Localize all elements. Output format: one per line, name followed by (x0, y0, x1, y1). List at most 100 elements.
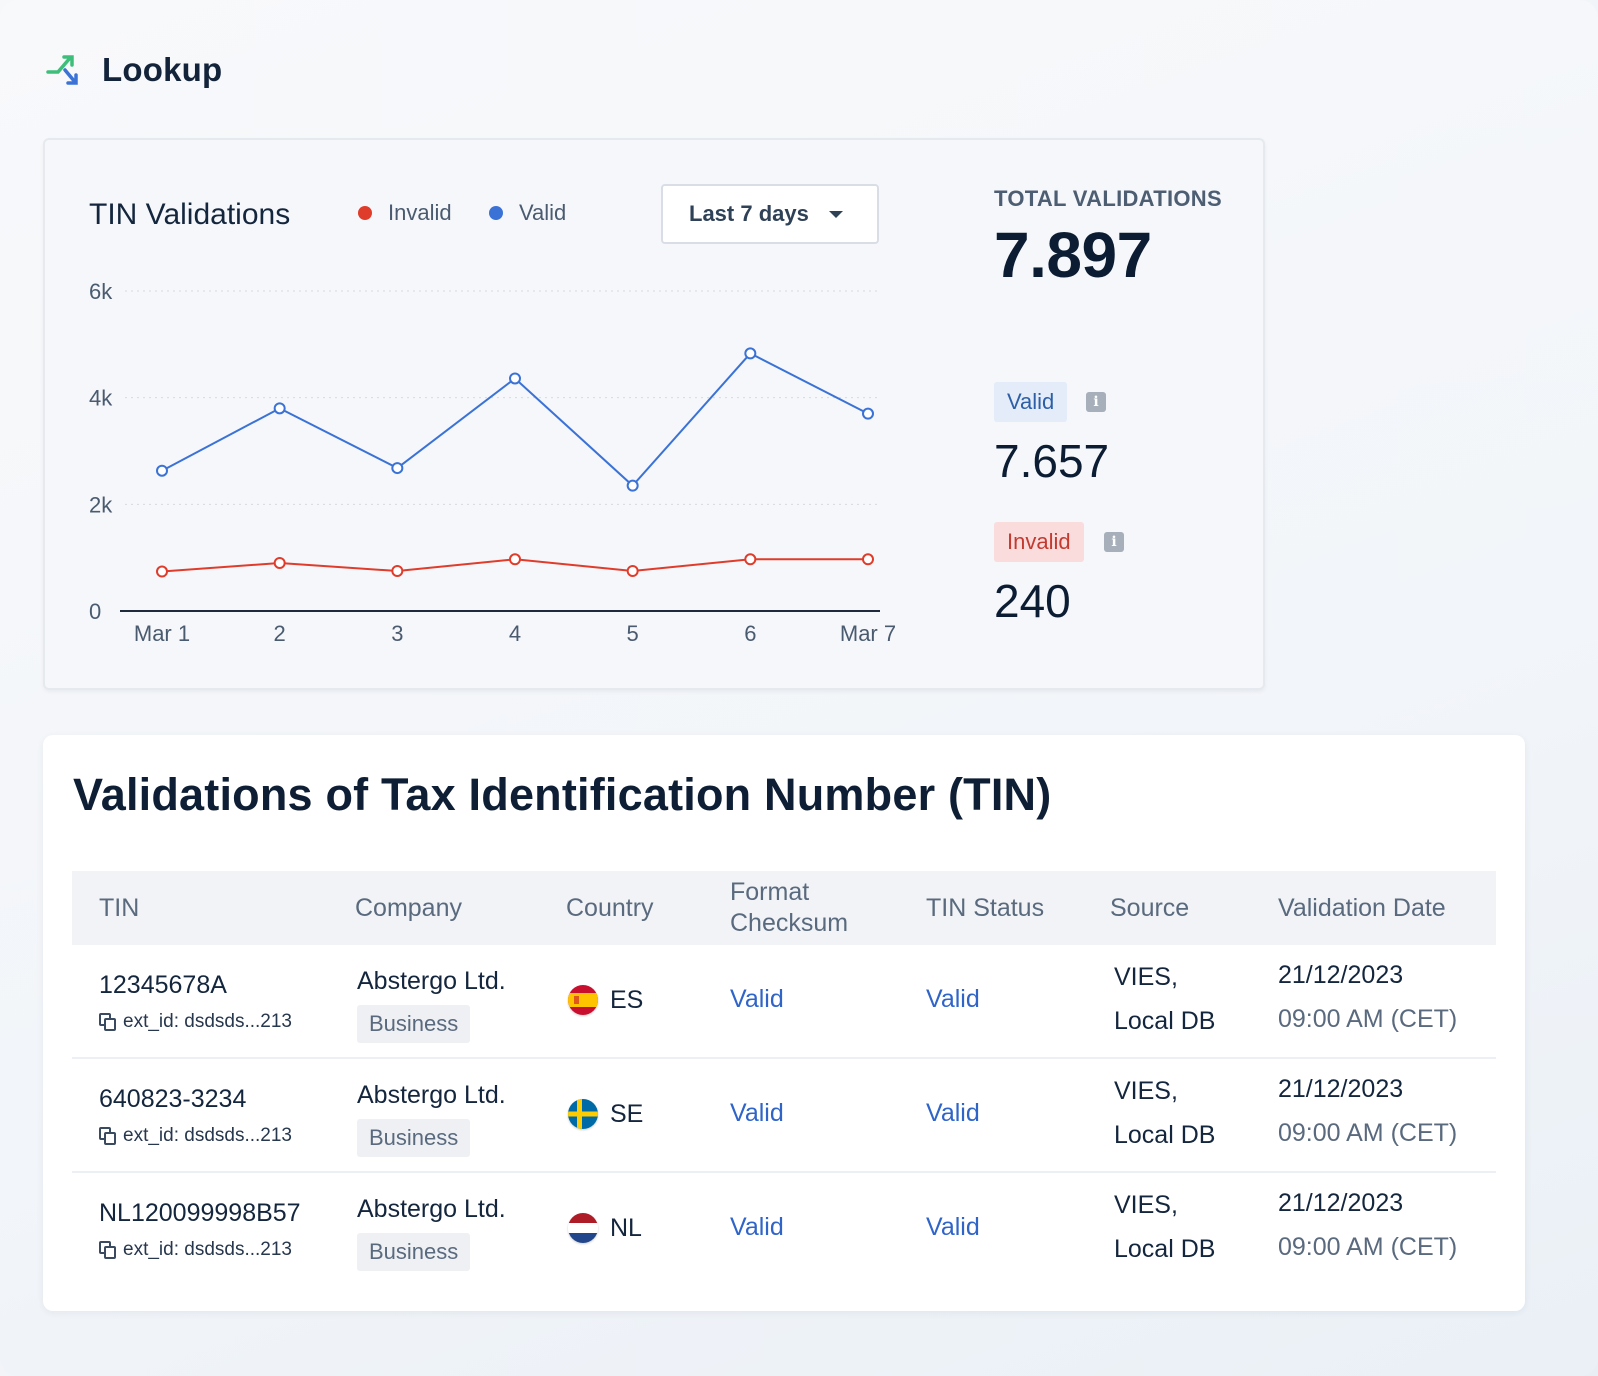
copy-icon[interactable] (99, 1013, 117, 1031)
format-checksum-value: Valid (730, 1213, 784, 1241)
legend-item-invalid[interactable]: Invalid (358, 200, 452, 226)
chart-title: TIN Validations (89, 198, 291, 231)
table-title: Validations of Tax Identification Number… (73, 769, 1052, 820)
country-cell: NL (568, 1213, 642, 1243)
x-tick-label: Mar 1 (134, 621, 190, 646)
data-point-invalid (744, 553, 757, 566)
column-header-source[interactable]: Source (1110, 893, 1190, 922)
tin-value: 640823-3234 (99, 1085, 247, 1113)
column-header-tin[interactable]: TIN (99, 893, 140, 922)
tin-status-value: Valid (926, 1099, 980, 1127)
info-icon[interactable]: i (1086, 392, 1106, 412)
data-point-valid (156, 464, 168, 477)
legend-item-valid[interactable]: Valid (489, 200, 566, 226)
y-tick-label: 6k (89, 279, 113, 304)
legend-label-invalid: Invalid (388, 200, 452, 225)
ext-id-text: ext_id: dsdsds...213 (123, 1011, 292, 1032)
valid-pill: Valid (994, 382, 1068, 422)
column-header-tin-status[interactable]: TIN Status (926, 893, 1045, 922)
info-icon[interactable]: i (1104, 532, 1124, 552)
data-point-invalid (509, 553, 521, 566)
chart-card: TIN Validations Invalid Valid Last 7 day… (43, 138, 1265, 690)
app-header: Lookup (46, 48, 222, 92)
sweden-flag-icon (568, 1099, 598, 1129)
x-tick-label: 2 (274, 621, 286, 646)
source-line-1: VIES, (1114, 1191, 1178, 1219)
tin-value: NL120099998B57 (99, 1199, 301, 1227)
data-point-invalid (273, 557, 286, 569)
tin-status-value: Valid (926, 985, 980, 1013)
table-row[interactable]: 12345678A ext_id: dsdsds...213 Abstergo … (72, 945, 1496, 1059)
data-point-invalid (626, 565, 639, 577)
copy-icon[interactable] (99, 1127, 117, 1145)
company-type-badge: Business (357, 1005, 471, 1043)
data-point-invalid (862, 553, 874, 566)
netherlands-flag-icon (568, 1213, 598, 1243)
copy-icon[interactable] (99, 1241, 117, 1259)
source-line-1: VIES, (1114, 963, 1178, 991)
country-cell: ES (568, 985, 643, 1015)
company-type-badge: Business (357, 1119, 471, 1157)
invalid-pill: Invalid (994, 522, 1084, 562)
legend-label-valid: Valid (519, 200, 567, 225)
data-point-valid (509, 372, 521, 385)
x-tick-label: 6 (744, 621, 756, 646)
format-checksum-value: Valid (730, 985, 784, 1013)
ext-id[interactable]: ext_id: dsdsds...213 (99, 1011, 292, 1033)
y-tick-label: 2k (89, 492, 113, 517)
country-code: ES (610, 985, 644, 1014)
tin-value: 12345678A (99, 971, 227, 999)
source-line-2: Local DB (1114, 1007, 1216, 1035)
tin-status-value: Valid (926, 1213, 980, 1241)
company-name: Abstergo Ltd. (357, 1081, 506, 1109)
x-tick-label: 3 (391, 621, 403, 646)
data-point-valid (391, 462, 404, 475)
ext-id[interactable]: ext_id: dsdsds...213 (99, 1239, 292, 1261)
x-tick-label: 4 (509, 621, 521, 646)
validations-table-card: Validations of Tax Identification Number… (43, 735, 1525, 1311)
validation-date: 21/12/2023 (1278, 961, 1404, 989)
data-point-valid (862, 407, 874, 420)
invalid-count: 240 (994, 575, 1071, 627)
valid-dot-icon (489, 206, 503, 220)
column-header-validation-date[interactable]: Validation Date (1278, 893, 1446, 922)
ext-id[interactable]: ext_id: dsdsds...213 (99, 1125, 292, 1147)
source-line-1: VIES, (1114, 1077, 1178, 1105)
country-code: NL (610, 1213, 642, 1242)
company-name: Abstergo Ltd. (357, 1195, 506, 1223)
company-type-badge: Business (357, 1233, 471, 1271)
table-row[interactable]: 640823-3234 ext_id: dsdsds...213 Absterg… (72, 1059, 1496, 1173)
shuffle-arrows-icon (46, 55, 78, 85)
line-chart: 6k 4k 2k 0 Mar 1 2 3 4 5 6 Mar 7 (89, 279, 896, 646)
table-row[interactable]: NL120099998B57 ext_id: dsdsds...213 Abst… (72, 1173, 1496, 1287)
total-validations-label: TOTAL VALIDATIONS (994, 186, 1222, 211)
x-tick-label: 5 (627, 621, 639, 646)
app-title: Lookup (102, 51, 223, 88)
column-header-format-checksum[interactable]: Format Checksum (730, 878, 849, 937)
x-tick-label: Mar 7 (840, 621, 896, 646)
y-tick-label: 0 (89, 599, 101, 624)
validation-date: 21/12/2023 (1278, 1075, 1404, 1103)
period-dropdown-value: Last 7 days (689, 201, 809, 226)
country-code: SE (610, 1099, 644, 1128)
company-name: Abstergo Ltd. (357, 967, 506, 995)
data-point-valid (626, 479, 639, 492)
invalid-dot-icon (358, 206, 372, 220)
data-point-valid (744, 347, 757, 360)
ext-id-text: ext_id: dsdsds...213 (123, 1125, 292, 1146)
column-header-company[interactable]: Company (355, 893, 462, 922)
validation-time: 09:00 AM (CET) (1278, 1233, 1458, 1261)
data-point-invalid (156, 565, 168, 578)
validation-time: 09:00 AM (CET) (1278, 1119, 1458, 1147)
table-header: TIN Company Country Format Checksum TIN … (72, 871, 1496, 945)
column-header-country[interactable]: Country (566, 893, 654, 922)
total-validations-value: 7.897 (994, 219, 1152, 291)
y-tick-label: 4k (89, 386, 113, 411)
valid-count: 7.657 (994, 435, 1110, 487)
period-dropdown[interactable]: Last 7 days (661, 184, 879, 244)
ext-id-text: ext_id: dsdsds...213 (123, 1239, 292, 1260)
spain-flag-icon (568, 985, 598, 1015)
validation-time: 09:00 AM (CET) (1278, 1005, 1458, 1033)
caret-down-icon (828, 210, 843, 218)
country-cell: SE (568, 1099, 643, 1129)
